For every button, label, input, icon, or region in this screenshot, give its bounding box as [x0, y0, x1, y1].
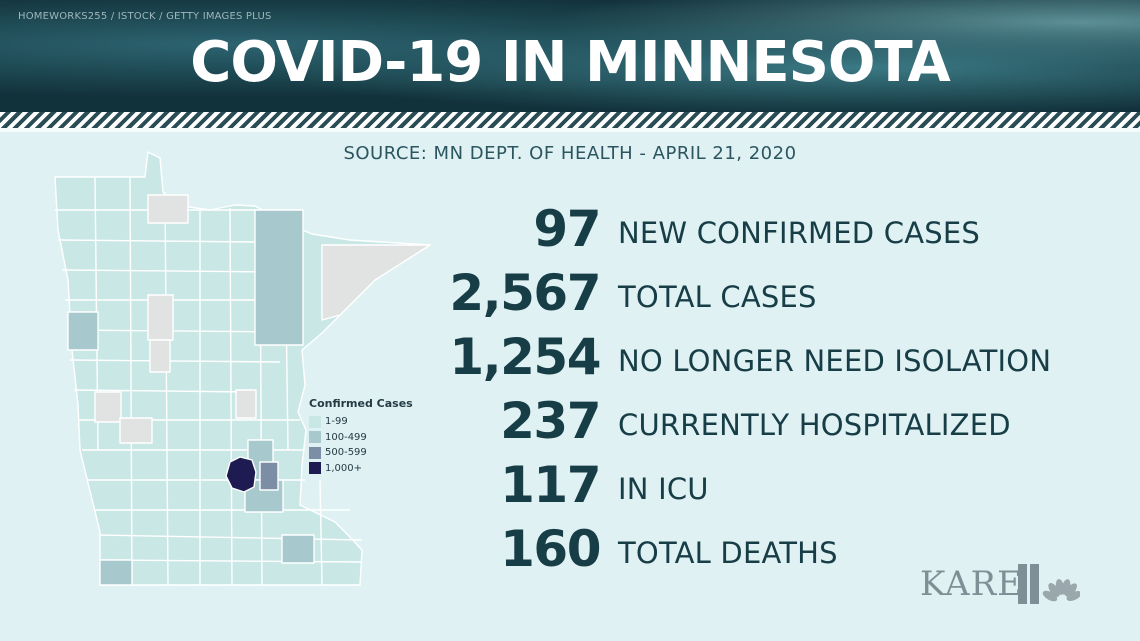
stat-value: 1,254	[449, 328, 601, 386]
stat-value: 2,567	[449, 264, 601, 322]
stat-value: 160	[500, 520, 601, 578]
legend-item: 500-599	[309, 445, 413, 461]
legend-title: Confirmed Cases	[309, 397, 413, 410]
legend-item: 1-99	[309, 414, 413, 430]
state-base	[54, 151, 431, 586]
stat-label: TOTAL DEATHS	[618, 536, 838, 570]
stat-row-total-cases: 2,567 TOTAL CASES	[430, 259, 1130, 323]
legend-swatch	[309, 446, 321, 459]
stat-label: NEW CONFIRMED CASES	[618, 216, 980, 250]
stat-value: 117	[500, 456, 601, 514]
header-stripe-divider	[0, 112, 1140, 128]
header-banner: HOMEWORKS255 / ISTOCK / GETTY IMAGES PLU…	[0, 0, 1140, 112]
county-mahnomen	[147, 294, 174, 341]
county-olmsted	[281, 534, 315, 564]
page-title: COVID-19 IN MINNESOTA	[190, 30, 950, 95]
county-nobles	[99, 559, 133, 586]
source-line: SOURCE: MN DEPT. OF HEALTH - APRIL 21, 2…	[343, 143, 797, 164]
stat-value: 97	[533, 200, 601, 258]
logo-wordmark: KARE	[920, 564, 1023, 604]
stat-label: TOTAL CASES	[618, 280, 817, 314]
map-legend: Confirmed Cases 1-99 100-499 500-599 1,0…	[309, 397, 413, 476]
legend-item: 1,000+	[309, 461, 413, 477]
divider-gap	[0, 128, 1140, 132]
county-kanabec	[235, 389, 257, 419]
county-st-louis	[254, 209, 304, 346]
legend-swatch	[309, 431, 321, 444]
stat-value: 237	[500, 392, 601, 450]
minnesota-county-map	[54, 151, 431, 586]
county-big-stone	[119, 417, 153, 444]
photo-credit: HOMEWORKS255 / ISTOCK / GETTY IMAGES PLU…	[18, 11, 272, 22]
legend-swatch	[309, 462, 321, 475]
nbc-peacock-icon	[1018, 564, 1080, 604]
stat-label: IN ICU	[618, 472, 709, 506]
legend-item: 100-499	[309, 430, 413, 446]
county-clearwater	[149, 339, 171, 373]
channel-mark-one	[1018, 564, 1027, 604]
county-clay	[67, 311, 99, 351]
stat-label: CURRENTLY HOSPITALIZED	[618, 408, 1011, 442]
stat-row-recovered: 1,254 NO LONGER NEED ISOLATION	[430, 323, 1130, 387]
stat-row-deaths: 160 TOTAL DEATHS	[430, 515, 1130, 579]
stat-label: NO LONGER NEED ISOLATION	[618, 344, 1052, 378]
county-ramsey	[259, 461, 279, 491]
legend-swatch	[309, 415, 321, 428]
county-lake-of-the-woods	[147, 194, 189, 224]
stat-row-hospitalized: 237 CURRENTLY HOSPITALIZED	[430, 387, 1130, 451]
county-hennepin	[225, 456, 257, 493]
channel-mark-two	[1030, 564, 1039, 604]
stat-row-new-cases: 97 NEW CONFIRMED CASES	[430, 195, 1130, 259]
county-traverse	[94, 391, 122, 423]
stat-row-icu: 117 IN ICU	[430, 451, 1130, 515]
county-lake-cook	[321, 244, 431, 321]
kare11-logo: KARE	[920, 560, 1085, 608]
